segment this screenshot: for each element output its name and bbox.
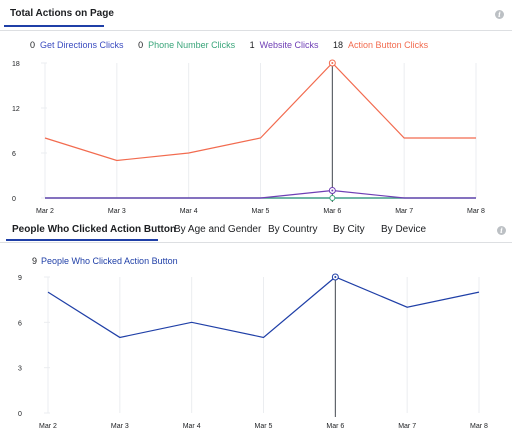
summary2-legend: 9 People Who Clicked Action Button bbox=[32, 256, 178, 266]
y-tick-label: 0 bbox=[12, 196, 16, 203]
x-tick-label: Mar 2 bbox=[39, 423, 57, 430]
tab-people-clicked[interactable]: People Who Clicked Action Button bbox=[12, 224, 177, 235]
summary2-label: People Who Clicked Action Button bbox=[41, 256, 178, 266]
series-line bbox=[47, 276, 480, 339]
x-tick-label: Mar 8 bbox=[470, 423, 488, 430]
summary-get-directions: 0 Get Directions Clicks bbox=[30, 40, 124, 50]
summary-value: 0 bbox=[138, 40, 144, 50]
y-tick-label: 3 bbox=[18, 366, 22, 373]
summary-website: 1 Website Clicks bbox=[250, 40, 319, 50]
y-tick-label: 6 bbox=[18, 320, 22, 327]
y-tick-label: 0 bbox=[18, 411, 22, 418]
x-tick-label: Mar 8 bbox=[467, 208, 485, 215]
x-tick-label: Mar 3 bbox=[111, 423, 129, 430]
summary-action-button: 18 Action Button Clicks bbox=[333, 40, 428, 50]
data-point-dot bbox=[331, 62, 334, 64]
summary-label: Action Button Clicks bbox=[348, 40, 429, 50]
data-point-dot bbox=[334, 276, 337, 278]
x-tick-label: Mar 7 bbox=[398, 423, 416, 430]
y-tick-label: 9 bbox=[18, 275, 22, 282]
summary-phone-number: 0 Phone Number Clicks bbox=[138, 40, 235, 50]
summary-value: 1 bbox=[249, 40, 255, 50]
info-icon[interactable]: i bbox=[497, 226, 506, 235]
tabs-divider bbox=[0, 242, 512, 243]
data-point-marker bbox=[329, 195, 336, 201]
summary-label: Get Directions Clicks bbox=[40, 40, 124, 50]
y-tick-label: 12 bbox=[12, 106, 20, 113]
tab-by-country[interactable]: By Country bbox=[268, 224, 318, 235]
x-tick-label: Mar 3 bbox=[108, 208, 126, 215]
summary-label: Website Clicks bbox=[259, 40, 319, 50]
x-tick-label: Mar 4 bbox=[180, 208, 198, 215]
x-tick-label: Mar 6 bbox=[326, 423, 344, 430]
people-clicked-chart[interactable]: 0 3 6 9 Mar 2 Mar 3 Mar 4 Mar 5 Mar 6 Mar 7 Mar 8 bbox=[0, 268, 512, 432]
x-tick-label: Mar 4 bbox=[183, 423, 201, 430]
series-line bbox=[45, 189, 476, 199]
total-actions-chart[interactable]: 0 6 12 18 Mar 2 Mar 3 Mar 4 Mar 5 Mar 6 Mar 7 Mar … bbox=[0, 55, 512, 220]
summary-value: 18 bbox=[333, 40, 344, 50]
tab-by-device[interactable]: By Device bbox=[381, 224, 427, 235]
x-tick-label: Mar 6 bbox=[323, 208, 341, 215]
y-tick-label: 18 bbox=[12, 61, 20, 68]
active-tab2-indicator bbox=[6, 239, 158, 241]
summary-legend: 0 Get Directions Clicks 0 Phone Number Cli… bbox=[30, 40, 440, 50]
summary-value: 0 bbox=[30, 40, 36, 50]
x-tick-label: Mar 5 bbox=[255, 423, 273, 430]
x-tick-label: Mar 7 bbox=[395, 208, 413, 215]
header-tabbar: Total Actions on Page i bbox=[0, 0, 512, 31]
x-tick-label: Mar 2 bbox=[36, 208, 54, 215]
tab-by-age-gender[interactable]: By Age and Gender bbox=[174, 224, 262, 235]
tab-by-city[interactable]: By City bbox=[333, 224, 365, 235]
y-tick-label: 6 bbox=[12, 151, 16, 158]
summary-label: Phone Number Clicks bbox=[148, 40, 236, 50]
data-point-dot bbox=[331, 189, 334, 192]
summary2-value: 9 bbox=[32, 256, 38, 266]
info-icon[interactable]: i bbox=[495, 10, 504, 19]
series-line bbox=[44, 62, 476, 162]
x-tick-label: Mar 5 bbox=[252, 208, 270, 215]
active-tab-indicator bbox=[4, 25, 104, 27]
tab-total-actions[interactable]: Total Actions on Page bbox=[10, 8, 114, 19]
